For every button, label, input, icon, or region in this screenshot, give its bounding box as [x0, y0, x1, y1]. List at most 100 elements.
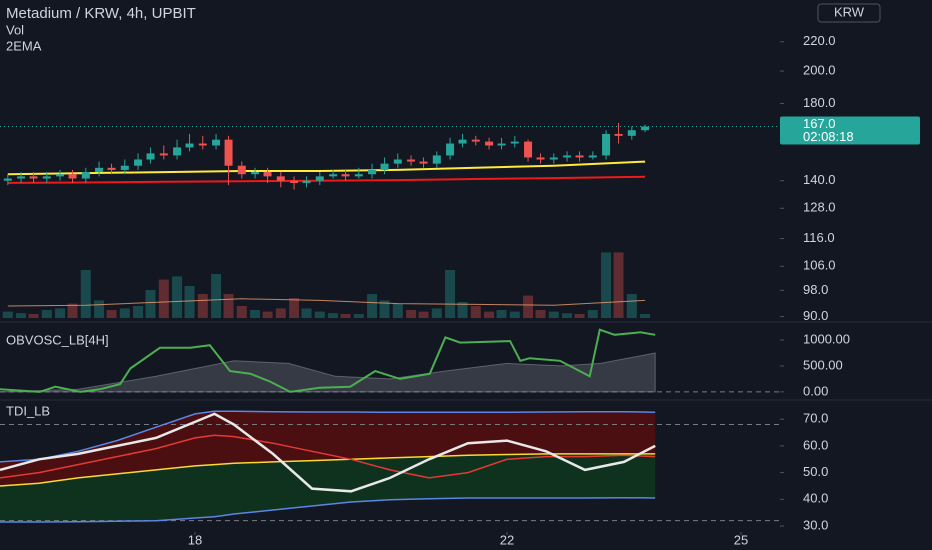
y-tick-label: 60.0 — [803, 437, 828, 452]
candle-body — [263, 172, 272, 177]
volume-bar — [367, 294, 378, 318]
y-tick-label: 0.00 — [803, 383, 828, 398]
candle-body — [602, 133, 611, 156]
candle-body — [81, 172, 90, 179]
marks: 220.0 200.0 180.0 140.0 128.0 116.0 106.0 98.0 9… — [0, 33, 920, 547]
candle-body — [341, 174, 350, 177]
volume-bar — [197, 294, 208, 318]
countdown: 02:08:18 — [803, 129, 854, 144]
volume-ma — [7, 298, 646, 307]
candle-body — [251, 172, 260, 175]
candle-body — [212, 139, 221, 146]
volume-bar — [262, 311, 273, 318]
candle-body — [563, 155, 572, 158]
candle-body — [497, 143, 506, 146]
candle-body — [627, 130, 636, 136]
y-tick-label: 500.00 — [803, 357, 843, 372]
candle-body — [458, 139, 467, 144]
candle-body — [419, 161, 428, 164]
volume-bar — [301, 308, 312, 318]
pane-title: OBVOSC_LB[4H] — [6, 332, 109, 347]
volume-bar — [236, 306, 247, 318]
candle-body — [159, 153, 168, 156]
volume-bar — [535, 310, 546, 318]
volume-bar — [457, 302, 468, 318]
candle-body — [354, 174, 363, 177]
candle-body — [485, 141, 494, 146]
chart-title: Metadium / KRW, 4h, UPBIT — [6, 5, 196, 22]
signal-area — [0, 352, 656, 393]
y-tick-label: 116.0 — [803, 230, 835, 245]
volume-bar — [211, 274, 222, 318]
band-fill — [0, 453, 656, 522]
candle-body — [315, 176, 324, 181]
volume-bar — [16, 313, 27, 318]
candle-body — [29, 176, 38, 179]
volume-bar — [445, 270, 456, 318]
price-tag-label: 167.0 — [803, 116, 836, 131]
candle-body — [510, 141, 519, 144]
y-tick-label: 200.0 — [803, 62, 836, 77]
tdi-line — [0, 410, 656, 463]
candle-body — [173, 147, 182, 156]
volume-bar — [158, 279, 169, 318]
tdi-line — [0, 434, 656, 479]
volume-bar — [523, 295, 534, 318]
candle-body — [407, 159, 416, 162]
tdi-line — [0, 412, 656, 493]
currency-badge[interactable] — [817, 3, 881, 23]
candle-body — [198, 143, 207, 146]
oscillator-line — [0, 328, 656, 393]
candle-body — [120, 165, 129, 170]
y-tick-label: 140.0 — [803, 172, 836, 187]
volume-bar — [145, 290, 156, 318]
candle-body — [524, 141, 533, 158]
tdi-line — [0, 496, 656, 523]
volume-bar — [28, 314, 39, 318]
candle-body — [549, 157, 558, 160]
volume-bar — [392, 303, 403, 318]
band-fill — [0, 411, 656, 486]
volume-bar — [55, 308, 66, 318]
candle-body — [68, 174, 77, 179]
volume-bar — [106, 310, 117, 318]
y-tick-label: 90.0 — [803, 308, 828, 323]
y-tick-label: 1000.00 — [803, 331, 850, 346]
volume-bar — [509, 311, 520, 318]
volume-bar — [613, 252, 624, 318]
candle-body — [107, 167, 116, 170]
x-tick-label: 25 — [734, 532, 748, 547]
volume-bar — [379, 300, 390, 318]
volume-bar — [80, 270, 91, 318]
volume-bar — [431, 308, 442, 318]
y-tick-label: 70.0 — [803, 411, 828, 426]
volume-bar — [314, 311, 325, 318]
volume-bar — [562, 313, 573, 318]
y-tick-label: 50.0 — [803, 464, 828, 479]
volume-bar — [41, 310, 52, 318]
indicator-label: Vol — [6, 22, 24, 37]
tdi-line — [0, 453, 656, 487]
candle-body — [3, 178, 12, 181]
candle-body — [368, 169, 377, 175]
volume-bar — [2, 311, 13, 318]
candle-body — [17, 176, 26, 179]
volume-bar — [406, 310, 417, 318]
y-tick-label: 180.0 — [803, 95, 836, 110]
volume-bar — [626, 294, 637, 318]
candle-body — [471, 139, 480, 142]
candle-body — [146, 153, 155, 160]
candle-body — [380, 163, 389, 170]
candle-body — [588, 155, 597, 158]
y-tick-label: 220.0 — [803, 33, 836, 48]
candle-body — [641, 126, 650, 131]
candle-body — [614, 133, 623, 136]
currency[interactable]: KRW — [834, 4, 865, 19]
y-tick-label: 106.0 — [803, 258, 836, 273]
indicator-label: 2EMA — [6, 38, 42, 53]
y-tick-label: 30.0 — [803, 517, 828, 532]
volume-bar — [496, 310, 507, 318]
volume-bar — [340, 314, 351, 318]
